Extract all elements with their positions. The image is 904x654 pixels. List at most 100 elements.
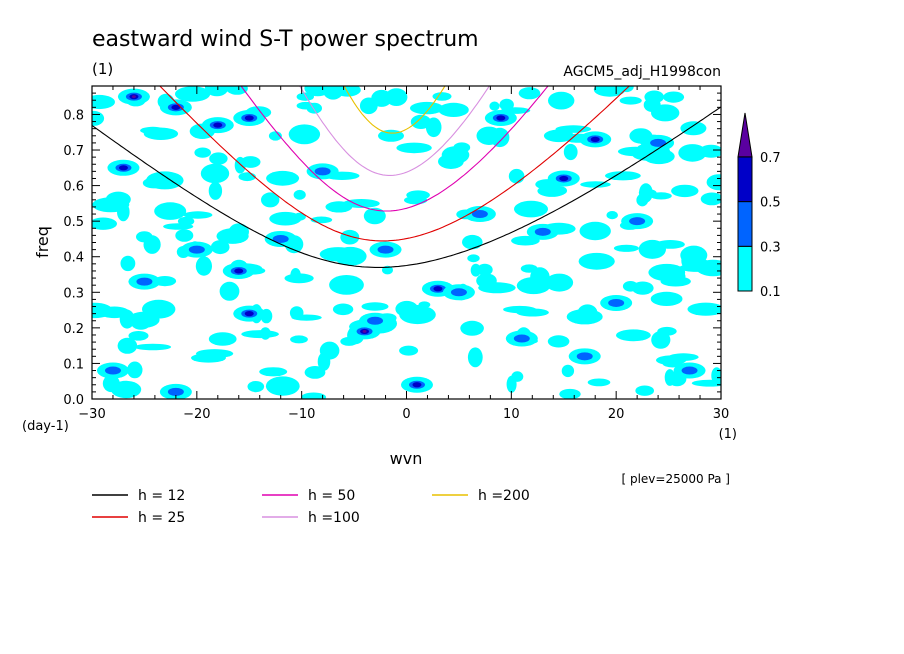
contour-patch xyxy=(216,228,249,244)
contour-patch xyxy=(304,366,326,379)
contour-patch xyxy=(325,201,353,213)
contour-patch xyxy=(361,302,389,311)
contour-patch xyxy=(555,186,568,195)
legend-label: h = 50 xyxy=(308,488,355,504)
legend-label: h =100 xyxy=(308,510,360,526)
contour-patch xyxy=(130,312,152,330)
dispersion-curve xyxy=(299,86,490,176)
y-axis-unit: (day-1) xyxy=(22,419,69,434)
contour-patch xyxy=(432,92,452,101)
y-tick-layer: 0.0 0.1 0.2 0.3 0.4 0.5 0.6 0.7 0.8 xyxy=(63,108,721,408)
dispersion-curve xyxy=(343,86,446,134)
contour-patch xyxy=(555,125,592,133)
contour-patch xyxy=(696,259,710,273)
contour-patch xyxy=(382,265,393,275)
contour-blob-peak xyxy=(171,104,181,110)
contour-patch xyxy=(643,98,661,112)
contour-blob-core xyxy=(167,387,184,396)
contour-patch xyxy=(490,127,510,148)
contour-patch xyxy=(143,127,179,140)
contour-patch xyxy=(363,207,386,225)
plot-area xyxy=(92,86,721,399)
contour-patch xyxy=(410,101,444,115)
contour-patch xyxy=(260,327,271,340)
contour-blob-peak xyxy=(244,115,254,121)
y-tick-label: 0.1 xyxy=(63,357,84,372)
plev-annotation: [ plev=25000 Pa ] xyxy=(621,472,730,486)
contour-patch xyxy=(261,192,280,208)
colorbar-segment xyxy=(737,201,753,247)
minor-tick-layer xyxy=(92,85,721,399)
contour-patch xyxy=(208,181,223,200)
contour-patch xyxy=(226,86,248,95)
contour-patch xyxy=(635,385,654,396)
contour-patch xyxy=(639,183,653,203)
colorbar-extend-arrow xyxy=(737,112,753,158)
contour-patch xyxy=(194,147,211,158)
colorbar-label: 0.1 xyxy=(760,285,781,300)
colorbar-label: 0.5 xyxy=(760,196,781,211)
contour-patch xyxy=(545,273,574,292)
contour-blob-peak xyxy=(433,286,443,292)
contour-patch xyxy=(579,221,611,241)
contour-patch xyxy=(499,98,514,111)
dispersion-curve xyxy=(92,106,721,268)
contour-patch xyxy=(128,331,149,341)
contour-patch xyxy=(340,229,360,245)
x-tick-label: −20 xyxy=(183,407,210,422)
contour-blob-core xyxy=(681,366,698,375)
contour-patch xyxy=(268,131,282,141)
contour-patch xyxy=(329,275,364,295)
x-axis-label: wvn xyxy=(390,449,423,468)
contour-patch xyxy=(478,282,516,294)
run-label: AGCM5_adj_H1998con xyxy=(563,64,721,80)
contour-patch xyxy=(208,332,237,346)
contour-blob-core xyxy=(650,138,667,147)
contour-blob-peak xyxy=(234,268,244,274)
x-tick-label: −10 xyxy=(288,407,315,422)
contour-patch xyxy=(687,302,721,316)
contour-patch xyxy=(385,88,408,106)
contour-patch xyxy=(317,352,331,371)
y-tick-label: 0.4 xyxy=(63,251,84,266)
x-axis-unit: (1) xyxy=(719,427,737,442)
x-tick-layer: −30 −20 −10 0 10 20 30 xyxy=(78,86,729,422)
contour-blob-core xyxy=(513,334,530,343)
contour-patch xyxy=(467,254,480,263)
contour-patch xyxy=(396,142,432,154)
contour-patch xyxy=(698,144,721,158)
contour-blob-core xyxy=(367,316,384,325)
contour-patch xyxy=(269,211,302,226)
colorbar-segment xyxy=(737,156,753,203)
contour-patch xyxy=(613,244,639,252)
contour-patch xyxy=(561,364,575,378)
contour-patch xyxy=(650,192,672,200)
contour-patch xyxy=(323,86,343,100)
contour-patch xyxy=(290,335,308,344)
contour-blob-core xyxy=(314,167,331,176)
contour-patch xyxy=(460,320,484,336)
colorbar-label: 0.3 xyxy=(760,240,781,255)
contour-blob-peak xyxy=(412,382,422,388)
contour-patch xyxy=(577,304,598,321)
contour-patch xyxy=(489,101,500,111)
contour-patch xyxy=(209,152,228,165)
legend-label: h =200 xyxy=(478,488,530,504)
contour-patch xyxy=(238,172,256,182)
contour-patch xyxy=(288,124,321,145)
contour-blob-core xyxy=(629,217,646,226)
contour-patch xyxy=(342,199,380,208)
contour-patch xyxy=(706,174,721,191)
colorbar-segment xyxy=(737,245,753,292)
contour-patch xyxy=(200,163,230,184)
contour-patch xyxy=(664,369,676,386)
contour-patch xyxy=(467,347,483,368)
dispersion-curve xyxy=(159,86,631,242)
contour-patch xyxy=(92,302,113,319)
contour-patch xyxy=(240,156,261,168)
contour-patch xyxy=(210,240,230,255)
contour-patch xyxy=(399,345,419,356)
contour-patch xyxy=(247,381,265,393)
y-tick-label: 0.2 xyxy=(63,322,84,337)
